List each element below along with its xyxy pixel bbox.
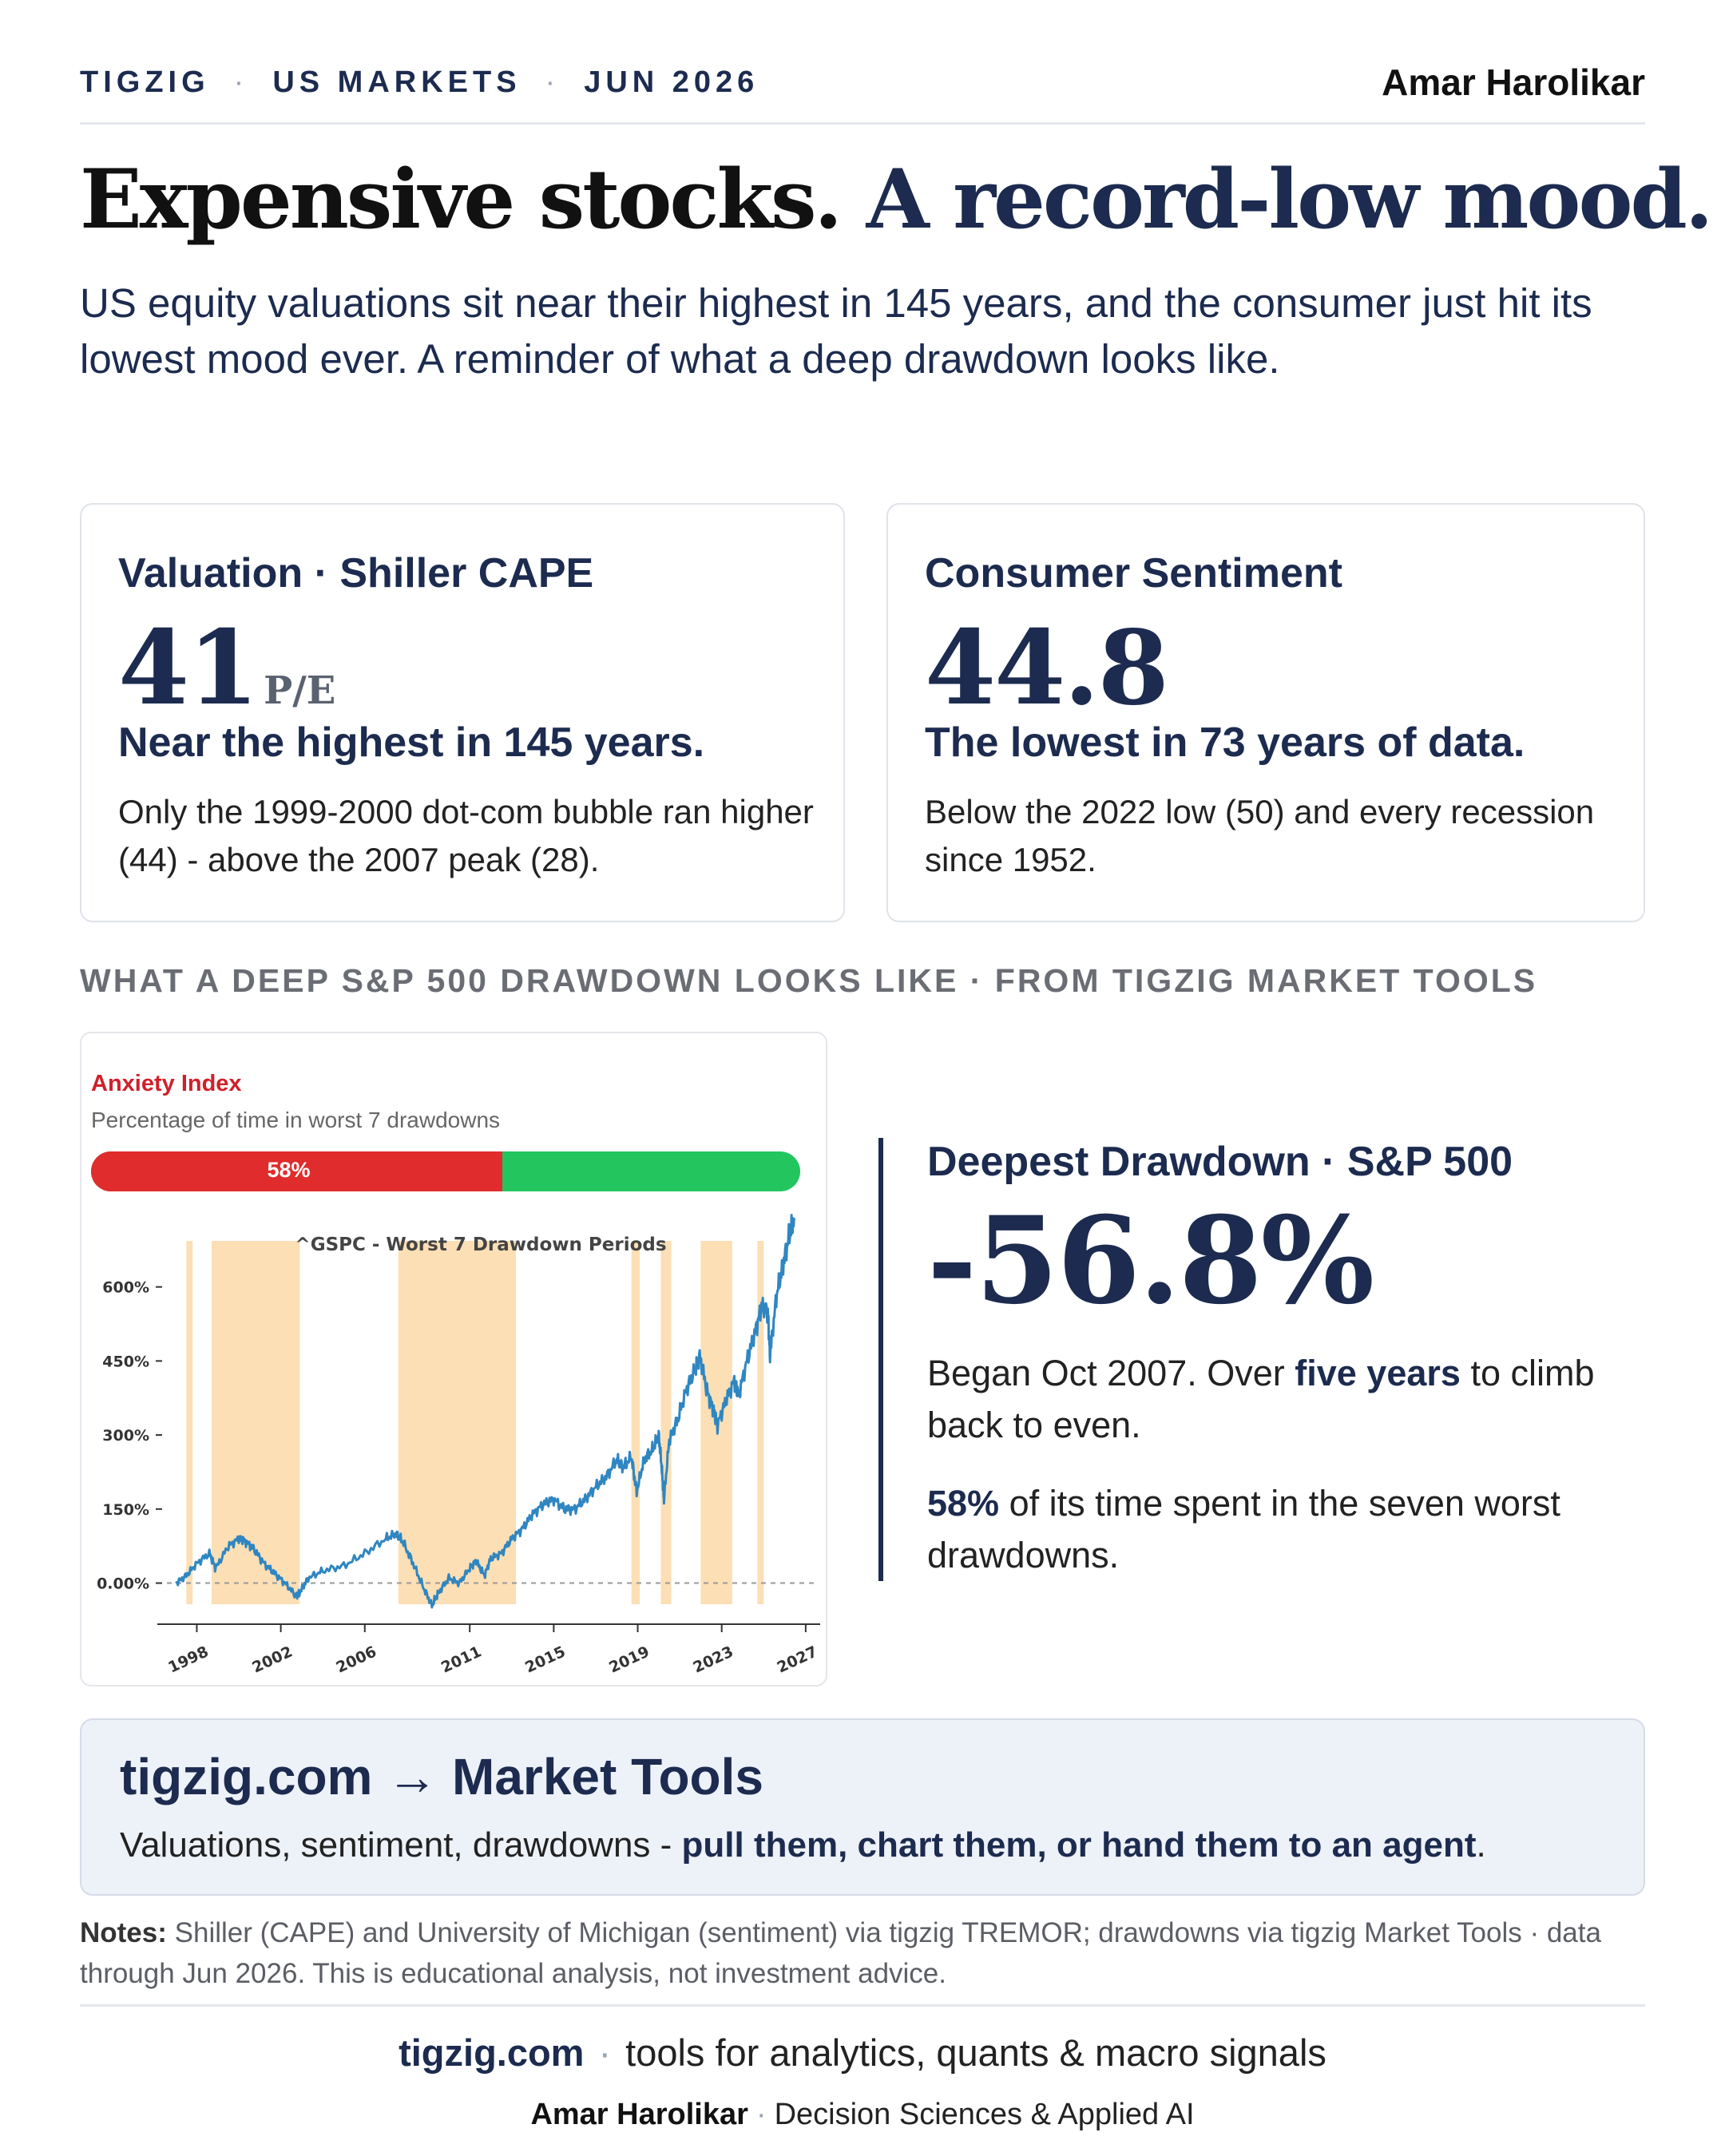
anxiety-title: Anxiety Index [91,1071,242,1096]
drawdown-stat: Deepest Drawdown · S&P 500 -56.8% Began … [878,1138,1645,1581]
drawdown-chart: Anxiety Index Percentage of time in wors… [91,1071,820,1677]
divider [80,122,1645,125]
x-tick-label: 1998 [165,1643,211,1676]
author-name: Amar Harolikar [1382,61,1645,103]
drawdown-period [211,1241,300,1604]
card-title: Valuation · Shiller CAPE [118,550,594,596]
cta-subtext: Valuations, sentiment, drawdowns - pull … [120,1825,1486,1865]
separator-dot: · [545,65,561,99]
headline-part1: Expensive stocks. [80,152,843,248]
market-tools-cta[interactable]: tigzig.com → Market Tools Valuations, se… [80,1718,1645,1896]
y-tick-label: 150% [102,1501,149,1519]
notes-label: Notes: [80,1917,167,1948]
drawdown-period [660,1241,672,1604]
anxiety-bar-red-cap [91,1151,131,1191]
chart-title: ^GSPC - Worst 7 Drawdown Periods [295,1235,666,1255]
footer-tagline-text: tools for analytics, quants & macro sign… [625,2031,1326,2074]
footer-site-link[interactable]: tigzig.com [399,2031,585,2074]
text-span: . [1476,1825,1486,1865]
chart-series [175,1214,795,1609]
anxiety-percent-label: 58% [267,1158,310,1182]
top-bar: TIGZIG · US MARKETS · JUN 2026 Amar Harolika… [80,56,1645,112]
separator-dot: · [755,2098,767,2131]
text-bold: 58% [927,1483,1000,1524]
x-tick-label: 2023 [691,1643,736,1676]
sp500-line [175,1214,795,1609]
drawdown-period [631,1241,640,1604]
text-bold: five years [1295,1353,1461,1393]
cape-value: 41 [118,608,259,728]
date-label: JUN 2026 [584,65,759,99]
chart-axes: 0.00% 150% 300% 450% 600% 1998 2002 2006 2011 201… [97,1279,820,1677]
valuation-card: Valuation · Shiller CAPE 41 P/E Near the … [80,503,845,922]
separator-dot: · [233,65,249,99]
separator-dot: · [598,2031,612,2074]
headline-part2: A record-low mood. [866,152,1714,248]
drawdown-title: Deepest Drawdown · S&P 500 [927,1139,1513,1185]
text-span: of its time spent in the seven worst dra… [927,1483,1560,1575]
drawdown-period [757,1241,764,1604]
footer-author: Amar Harolikar · Decision Sciences & Appli… [0,2098,1725,2132]
card-description: Below the 2022 low (50) and every recess… [925,793,1595,878]
arrow-icon: → [387,1748,438,1805]
card-title: Consumer Sentiment [925,550,1342,596]
cta-heading: tigzig.com → Market Tools [120,1747,763,1806]
page-title: Expensive stocks. A record-low mood. [80,152,1713,248]
anxiety-subtitle: Percentage of time in worst 7 drawdowns [91,1108,500,1132]
anxiety-progress-bar [91,1151,800,1191]
drawdown-shading [186,1241,764,1604]
cta-site-link[interactable]: tigzig.com [120,1748,373,1805]
drawdown-period [398,1241,517,1604]
sentiment-card: Consumer Sentiment 44.8 The lowest in 73… [886,503,1645,922]
divider [80,2004,1645,2007]
drawdown-began-text: Began Oct 2007. Over five years to climb… [927,1347,1646,1451]
card-headline: Near the highest in 145 years. [118,719,705,766]
breadcrumb: TIGZIG · US MARKETS · JUN 2026 [80,65,759,100]
y-tick-label: 450% [102,1353,149,1370]
footer-author-name: Amar Harolikar [530,2098,748,2131]
cape-unit: P/E [264,668,336,713]
card-value: 41 P/E [118,608,335,728]
brand-label[interactable]: TIGZIG [80,65,210,99]
section-heading: WHAT A DEEP S&P 500 DRAWDOWN LOOKS LIKE … [80,962,1538,999]
card-headline: The lowest in 73 years of data. [925,719,1525,766]
y-tick-label: 300% [102,1427,149,1445]
drawdown-chart-panel: Anxiety Index Percentage of time in wors… [80,1032,827,1686]
cta-product[interactable]: Market Tools [452,1748,763,1805]
x-tick-label: 2027 [775,1643,820,1676]
card-description: Only the 1999-2000 dot-com bubble ran hi… [118,793,814,878]
notes-text: Shiller (CAPE) and University of Michiga… [80,1917,1601,1989]
anxiety-bar-red [91,1151,503,1191]
text-span: Valuations, sentiment, drawdowns - [120,1825,682,1865]
section-label-top: US MARKETS [272,65,521,99]
x-tick-label: 2011 [438,1643,484,1676]
sentiment-value: 44.8 [925,608,1169,728]
x-tick-label: 2006 [334,1643,379,1676]
drawdown-period [186,1241,193,1604]
y-tick-label: 0.00% [97,1575,149,1593]
x-tick-label: 2019 [606,1643,652,1676]
notes: Notes: Shiller (CAPE) and University of … [80,1912,1645,1994]
drawdown-time-text: 58% of its time spent in the seven worst… [927,1477,1646,1581]
page-subtitle: US equity valuations sit near their high… [80,280,1592,382]
text-span: Began Oct 2007. Over [927,1353,1295,1393]
y-tick-label: 600% [102,1279,149,1297]
x-tick-label: 2015 [522,1643,568,1676]
drawdown-value: -56.8% [927,1191,1374,1331]
footer-role: Decision Sciences & Applied AI [774,2098,1195,2131]
text-span: to climb back to even. [927,1353,1595,1445]
x-tick-label: 2002 [249,1643,295,1676]
text-bold: pull them, chart them, or hand them to a… [681,1825,1477,1865]
footer-tagline: tigzig.com · tools for analytics, quants &… [0,2031,1725,2075]
